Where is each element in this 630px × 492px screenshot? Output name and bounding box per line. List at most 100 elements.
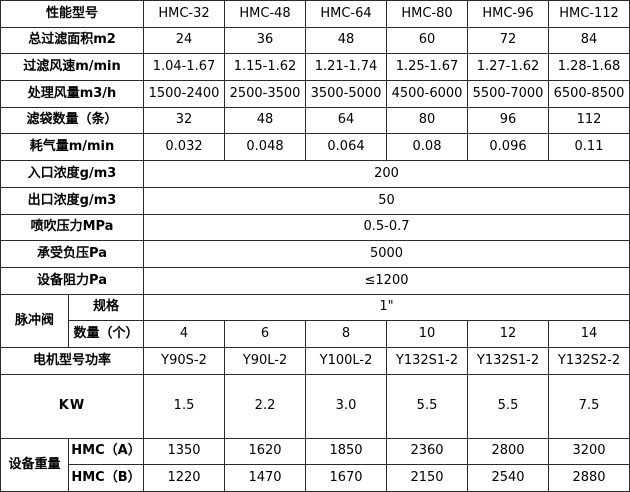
- power-row: KW 1.5 2.2 3.0 5.5 5.5 7.5: [0, 373, 630, 439]
- row-value: 2540: [467, 464, 550, 492]
- row-value: 1.15-1.62: [224, 53, 307, 82]
- table-row: 入口浓度g/m3 200: [0, 160, 630, 188]
- row-value: 0.048: [224, 133, 307, 162]
- row-value: 6: [224, 320, 307, 348]
- row-value: 3500-5000: [305, 80, 388, 108]
- weight-row-b: HMC（B） 1220 1470 1670 2150 2540 2880: [1, 464, 630, 492]
- weight-label: 设备重量: [0, 437, 69, 492]
- row-label: 出口浓度g/m3: [0, 186, 145, 215]
- table-row: 耗气量m/min 0.032 0.048 0.064 0.08 0.096 0.…: [0, 133, 630, 162]
- row-value: 14: [548, 320, 630, 348]
- header-model-2: HMC-48: [224, 0, 307, 28]
- row-value: 5.5: [386, 373, 469, 439]
- table-row: 过滤风速m/min 1.04-1.67 1.15-1.62 1.21-1.74 …: [0, 53, 630, 82]
- row-value: 1350: [143, 437, 226, 466]
- header-model-3: HMC-64: [305, 0, 388, 28]
- row-value: 7.5: [548, 373, 630, 439]
- row-value: Y132S1-2: [386, 346, 469, 375]
- header-model-1: HMC-32: [143, 0, 226, 28]
- row-value: 0.096: [467, 133, 550, 162]
- row-value: 1.21-1.74: [305, 53, 388, 82]
- table-row: 承受负压Pa 5000: [0, 240, 630, 268]
- row-value: 32: [143, 106, 226, 135]
- pulse-valve-spec-value: 1": [143, 293, 630, 322]
- weight-sub-label-b: HMC（B）: [67, 464, 145, 492]
- row-value: Y132S2-2: [548, 346, 630, 375]
- row-value: 2.2: [224, 373, 307, 439]
- row-value: Y100L-2: [305, 346, 388, 375]
- table-row: 处理风量m3/h 1500-2400 2500-3500 3500-5000 4…: [0, 80, 630, 108]
- row-value: 1.04-1.67: [143, 53, 226, 82]
- row-value: 2360: [386, 437, 469, 466]
- row-value: 2800: [467, 437, 550, 466]
- row-value: 12: [467, 320, 550, 348]
- table-row: 出口浓度g/m3 50: [0, 186, 630, 215]
- row-value: Y90S-2: [143, 346, 226, 375]
- row-label: 滤袋数量（条）: [0, 106, 145, 135]
- row-label: 处理风量m3/h: [0, 80, 145, 108]
- row-span-value: 200: [143, 160, 630, 188]
- row-label: 总过滤面积m2: [0, 26, 145, 55]
- motor-label: 电机型号功率: [0, 346, 145, 375]
- row-value: 80: [386, 106, 469, 135]
- row-value: 2150: [386, 464, 469, 492]
- row-span-value: ≤1200: [143, 266, 630, 295]
- row-span-value: 5000: [143, 240, 630, 268]
- row-label: 耗气量m/min: [0, 133, 145, 162]
- row-value: 72: [467, 26, 550, 55]
- weight-row-a: 设备重量 HMC（A） 1350 1620 1850 2360 2800 320…: [0, 437, 630, 492]
- row-value: Y132S1-2: [467, 346, 550, 375]
- pulse-valve-quantity-label: 数量（个）: [67, 320, 145, 348]
- row-span-value: 0.5-0.7: [143, 213, 630, 242]
- row-value: 60: [386, 26, 469, 55]
- row-value: 5500-7000: [467, 80, 550, 108]
- row-value: 10: [386, 320, 469, 348]
- row-value: 5.5: [467, 373, 550, 439]
- row-value: 1.25-1.67: [386, 53, 469, 82]
- table-row: 总过滤面积m2 24 36 48 60 72 84: [0, 26, 630, 55]
- row-value: 96: [467, 106, 550, 135]
- header-model-4: HMC-80: [386, 0, 469, 28]
- row-value: 4500-6000: [386, 80, 469, 108]
- table-row: 设备阻力Pa ≤1200: [0, 266, 630, 295]
- row-value: 3.0: [305, 373, 388, 439]
- row-span-value: 50: [143, 186, 630, 215]
- pulse-valve-spec-label: 规格: [67, 293, 145, 322]
- pulse-valve-spec-row: 脉冲阀 规格 1": [0, 293, 630, 348]
- pulse-valve-quantity-row: 数量（个） 4 6 8 10 12 14: [1, 320, 630, 348]
- row-value: 1470: [224, 464, 307, 492]
- motor-row: 电机型号功率 Y90S-2 Y90L-2 Y100L-2 Y132S1-2 Y1…: [0, 346, 630, 375]
- row-value: 1850: [305, 437, 388, 466]
- header-model-6: HMC-112: [548, 0, 630, 28]
- row-value: 64: [305, 106, 388, 135]
- row-value: 36: [224, 26, 307, 55]
- row-value: 1.27-1.62: [467, 53, 550, 82]
- row-value: 0.032: [143, 133, 226, 162]
- row-value: 8: [305, 320, 388, 348]
- row-value: 6500-8500: [548, 80, 630, 108]
- table-row: 滤袋数量（条） 32 48 64 80 96 112: [0, 106, 630, 135]
- row-label: 入口浓度g/m3: [0, 160, 145, 188]
- row-value: 24: [143, 26, 226, 55]
- row-value: 48: [305, 26, 388, 55]
- row-value: 1220: [143, 464, 226, 492]
- pulse-valve-label: 脉冲阀: [0, 293, 69, 348]
- row-value: 1620: [224, 437, 307, 466]
- row-label: 过滤风速m/min: [0, 53, 145, 82]
- row-value: 48: [224, 106, 307, 135]
- row-label: 设备阻力Pa: [0, 266, 145, 295]
- row-label: 喷吹压力MPa: [0, 213, 145, 242]
- power-label: KW: [0, 373, 145, 439]
- table-header-row: 性能型号 HMC-32 HMC-48 HMC-64 HMC-80 HMC-96 …: [0, 0, 630, 28]
- row-value: 0.08: [386, 133, 469, 162]
- row-value: 4: [143, 320, 226, 348]
- row-value: 0.064: [305, 133, 388, 162]
- weight-sub-label-a: HMC（A）: [67, 437, 145, 466]
- row-value: 1500-2400: [143, 80, 226, 108]
- table-row: 喷吹压力MPa 0.5-0.7: [0, 213, 630, 242]
- row-value: 3200: [548, 437, 630, 466]
- header-model-5: HMC-96: [467, 0, 550, 28]
- row-value: 1670: [305, 464, 388, 492]
- header-label: 性能型号: [0, 0, 145, 28]
